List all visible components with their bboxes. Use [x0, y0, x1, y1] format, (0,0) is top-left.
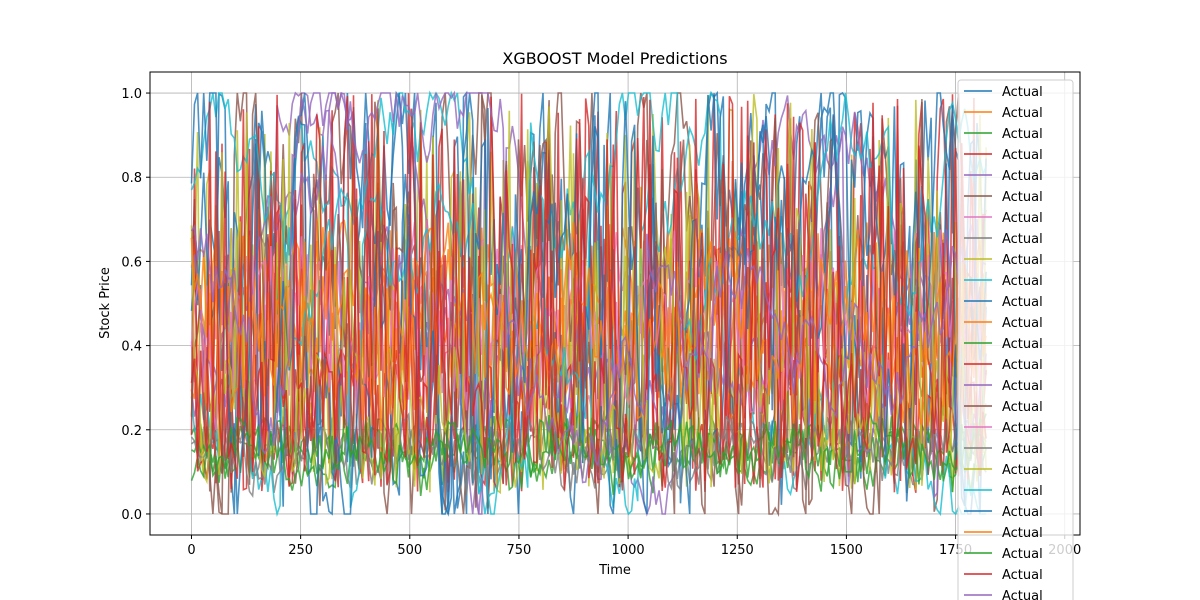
- x-tick-label: 500: [397, 543, 422, 558]
- x-tick-label: 250: [288, 543, 313, 558]
- y-tick-label: 1.0: [121, 87, 142, 102]
- series-line: [190, 92, 987, 515]
- legend-label: Actual: [1002, 547, 1043, 562]
- x-tick-label: 1000: [612, 543, 645, 558]
- x-tick-label: 1500: [830, 543, 863, 558]
- series-line: [190, 94, 987, 493]
- legend-label: Actual: [1002, 211, 1043, 226]
- x-axis-title: Time: [598, 563, 631, 578]
- legend-label: Actual: [1002, 526, 1043, 541]
- legend-label: Actual: [1002, 484, 1043, 499]
- legend-label: Actual: [1002, 463, 1043, 478]
- legend-label: Actual: [1002, 274, 1043, 289]
- series-line: [190, 90, 987, 484]
- legend-label: Actual: [1002, 442, 1043, 457]
- y-axis-title: Stock Price: [98, 267, 113, 339]
- x-tick-label: 0: [187, 543, 195, 558]
- chart-title: XGBOOST Model Predictions: [502, 49, 727, 68]
- y-tick-label: 0.8: [121, 171, 142, 186]
- series-line: [190, 218, 987, 431]
- legend-label: Actual: [1002, 379, 1043, 394]
- legend-label: Actual: [1002, 106, 1043, 121]
- y-tick-label: 0.4: [121, 340, 142, 355]
- legend: Actual Actual Actual Actual Actual Actual Actu…: [957, 79, 1074, 600]
- legend-label: Actual: [1002, 85, 1043, 100]
- legend-label: Actual: [1002, 568, 1043, 583]
- legend-label: Actual: [1002, 127, 1043, 142]
- legend-label: Actual: [1002, 232, 1043, 247]
- y-tick-label: 0.6: [121, 255, 142, 270]
- legend-label: Actual: [1002, 253, 1043, 268]
- y-tick-label: 0.0: [121, 508, 142, 523]
- series-line: [190, 90, 987, 516]
- legend-label: Actual: [1002, 148, 1043, 163]
- legend-label: Actual: [1002, 505, 1043, 520]
- legend-label: Actual: [1002, 169, 1043, 184]
- series-line: [190, 90, 987, 517]
- legend-box: [957, 79, 1074, 600]
- legend-label: Actual: [1002, 421, 1043, 436]
- legend-label: Actual: [1002, 190, 1043, 205]
- legend-label: Actual: [1002, 295, 1043, 310]
- series-lines: [190, 90, 987, 518]
- legend-label: Actual: [1002, 358, 1043, 373]
- x-tick-label: 1250: [721, 543, 754, 558]
- x-tick-label: 750: [507, 543, 532, 558]
- plot-frame: [149, 71, 1081, 536]
- legend-label: Actual: [1002, 589, 1043, 600]
- legend-label: Actual: [1002, 337, 1043, 352]
- y-tick-label: 0.2: [121, 424, 142, 439]
- legend-label: Actual: [1002, 316, 1043, 331]
- legend-label: Actual: [1002, 400, 1043, 415]
